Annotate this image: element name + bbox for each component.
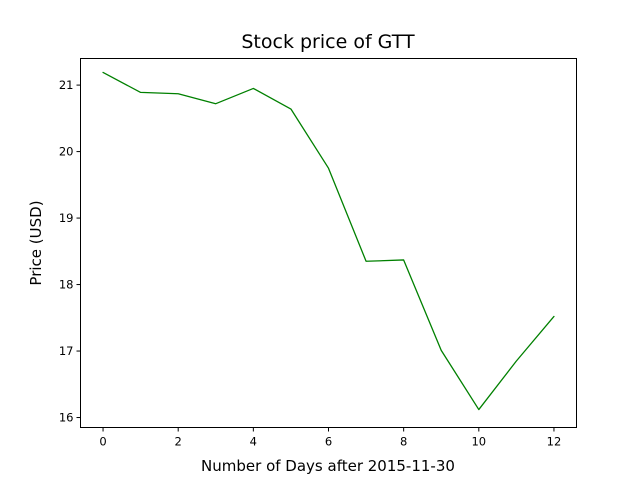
x-tick-label: 8	[400, 435, 407, 449]
x-tick-label: 10	[471, 435, 486, 449]
series-layer	[102, 71, 555, 411]
x-tick-label: 4	[250, 435, 257, 449]
y-tick-label: 19	[59, 211, 74, 225]
plot-area-frame	[80, 58, 577, 428]
series-line	[102, 71, 555, 411]
y-tick-label: 21	[59, 78, 74, 92]
x-axis: 0 2 4 6 8 10 12	[99, 427, 562, 449]
x-tick-label: 0	[99, 435, 106, 449]
y-tick-label: 18	[59, 278, 74, 292]
x-tick-label: 2	[175, 435, 182, 449]
y-tick-label: 20	[59, 145, 74, 159]
y-tick-label: 17	[59, 344, 74, 358]
y-tick-label: 16	[59, 411, 74, 425]
y-axis-label: Price (USD)	[27, 200, 45, 285]
x-tick-label: 12	[547, 435, 562, 449]
chart-title: Stock price of GTT	[241, 31, 415, 53]
x-axis-label: Number of Days after 2015-11-30	[201, 457, 455, 475]
y-axis: 16 17 18 19 20 21	[59, 78, 81, 425]
x-tick-label: 6	[325, 435, 332, 449]
